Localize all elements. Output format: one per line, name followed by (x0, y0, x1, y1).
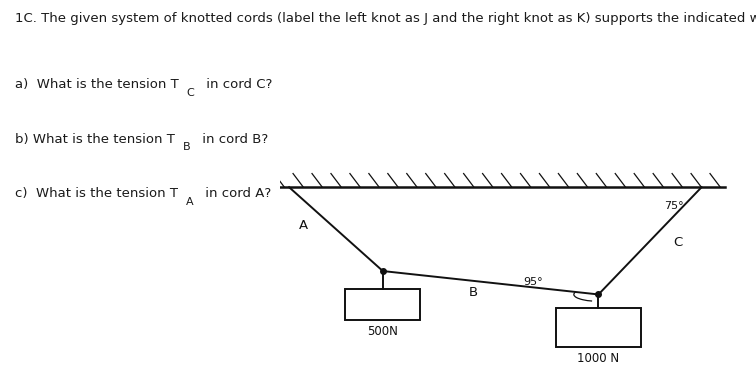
Text: 75°: 75° (664, 201, 683, 211)
Text: C: C (673, 236, 682, 249)
Text: c)  What is the tension T: c) What is the tension T (15, 187, 178, 200)
Text: in cord B?: in cord B? (197, 133, 268, 145)
Text: 1000 N: 1000 N (578, 352, 619, 365)
Bar (345, 289, 420, 320)
Text: 1C. The given system of knotted cords (label the left knot as J and the right kn: 1C. The given system of knotted cords (l… (15, 12, 756, 25)
Text: in cord C?: in cord C? (202, 78, 272, 91)
Text: C: C (187, 88, 194, 98)
Bar (556, 308, 640, 347)
Text: a)  What is the tension T: a) What is the tension T (15, 78, 179, 91)
Text: 500N: 500N (367, 324, 398, 338)
Text: in cord A?: in cord A? (201, 187, 271, 200)
Text: A: A (186, 197, 194, 207)
Text: 95°: 95° (523, 277, 543, 287)
Text: A: A (299, 219, 308, 232)
Text: B: B (469, 285, 479, 299)
Text: b) What is the tension T: b) What is the tension T (15, 133, 175, 145)
Text: B: B (182, 142, 190, 152)
